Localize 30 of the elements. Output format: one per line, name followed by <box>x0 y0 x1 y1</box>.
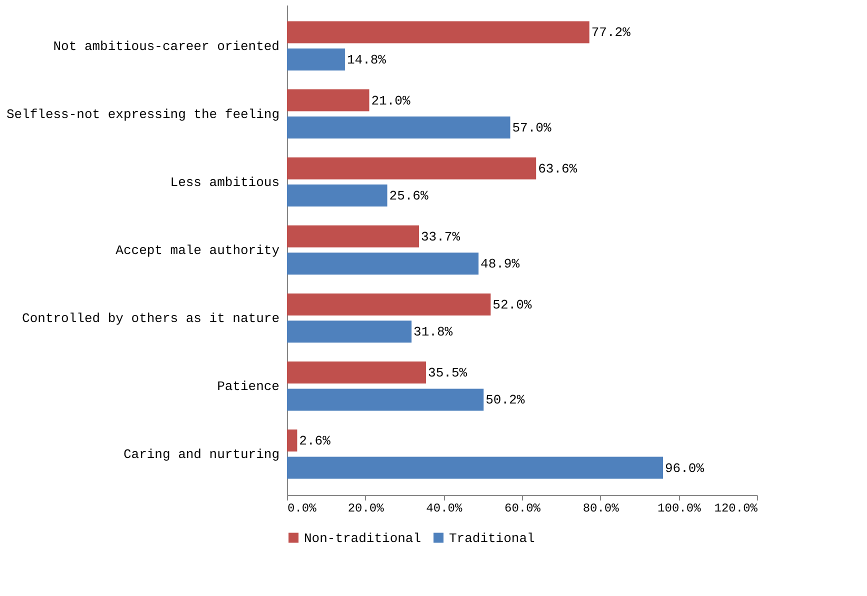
data-label: 52.0% <box>492 297 532 312</box>
data-label: 2.6% <box>299 434 331 449</box>
y-tick-label: Less ambitious <box>170 174 280 190</box>
data-label: 31.8% <box>414 324 453 340</box>
data-label: 35.5% <box>428 366 468 380</box>
y-tick-label: Selfless-not expressing the feeling <box>6 106 280 122</box>
x-tick-label: 40.0% <box>426 502 463 516</box>
x-tick-label: 20.0% <box>348 502 385 516</box>
x-tick-label: 100.0% <box>658 502 702 516</box>
x-tick-label: 60.0% <box>504 502 542 516</box>
data-label: 77.2% <box>591 25 631 40</box>
data-label: 50.2% <box>486 392 525 408</box>
x-tick-label: 0.0% <box>288 502 318 516</box>
data-label: 57.0% <box>512 120 552 136</box>
y-tick-label: Accept male authority <box>116 243 280 258</box>
data-label: 33.7% <box>420 229 460 244</box>
x-tick-label: 80.0% <box>582 502 620 516</box>
data-label: 96.0% <box>665 460 704 476</box>
data-label: 48.9% <box>480 256 520 272</box>
data-label: 63.6% <box>538 161 578 176</box>
y-tick-label: Patience <box>217 379 280 394</box>
y-tick-label: Not ambitious-career oriented <box>53 38 280 54</box>
legend-label: Non-traditional <box>304 530 422 546</box>
data-label: 21.0% <box>371 93 410 108</box>
legend-label: Traditional <box>449 530 536 546</box>
data-label: 14.8% <box>346 52 386 68</box>
y-tick-label: Controlled by others as it nature <box>22 311 280 326</box>
data-label: 25.6% <box>389 188 428 204</box>
y-tick-label: Caring and nurturing <box>123 447 280 462</box>
x-tick-label: 120.0% <box>714 502 758 516</box>
